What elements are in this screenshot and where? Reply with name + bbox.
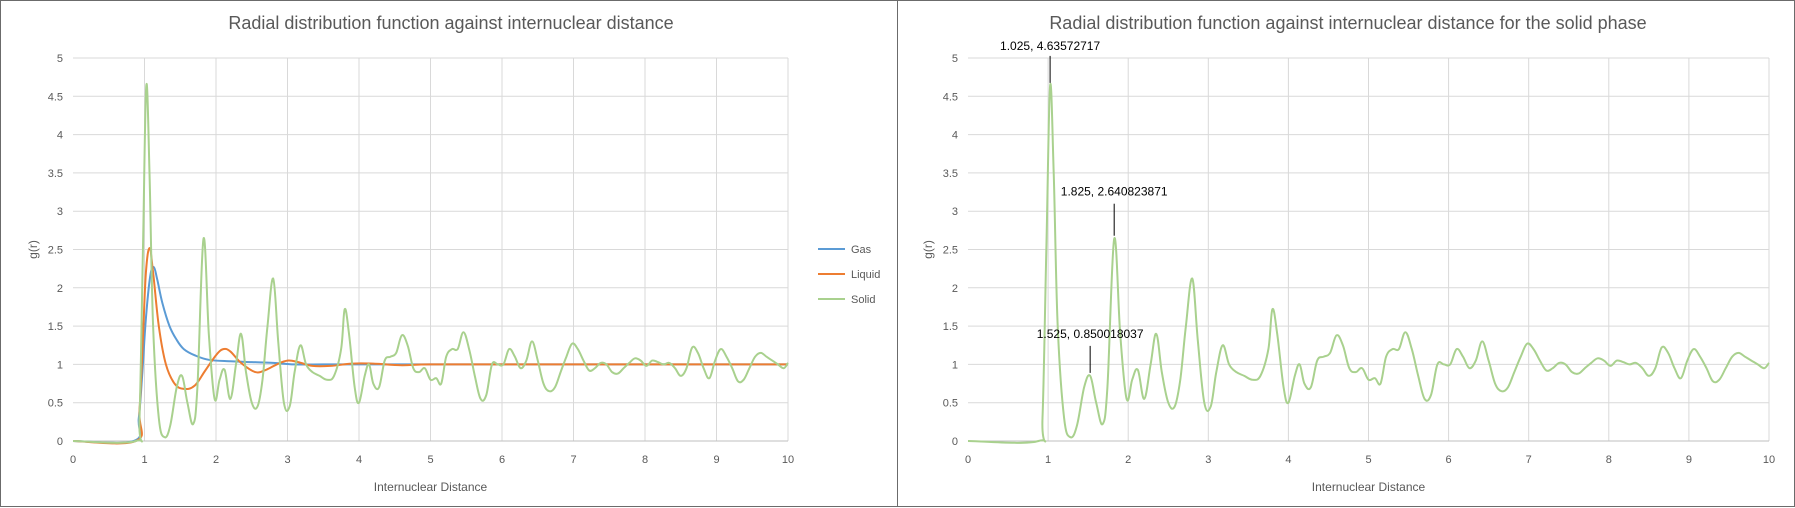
y-tick-label: 0 bbox=[952, 436, 958, 448]
y-tick-label: 5 bbox=[952, 53, 958, 65]
y-tick-label: 1 bbox=[952, 359, 958, 371]
chart-all-phases: Radial distribution function against int… bbox=[26, 13, 880, 494]
y-tick-label: 4 bbox=[952, 130, 958, 142]
y-tick-label: 0 bbox=[57, 436, 63, 448]
y-tick-label: 2.5 bbox=[48, 245, 63, 257]
x-tick-label: 4 bbox=[356, 454, 362, 466]
legend-label-liquid: Liquid bbox=[851, 269, 880, 281]
y-tick-label: 0.5 bbox=[943, 398, 958, 410]
y-tick-label: 2.5 bbox=[943, 245, 958, 257]
annotation-label: 1.525, 0.850018037 bbox=[1037, 327, 1144, 341]
legend-label-solid: Solid bbox=[851, 294, 875, 306]
y-tick-label: 4 bbox=[57, 130, 63, 142]
x-tick-label: 5 bbox=[427, 454, 433, 466]
x-tick-label: 7 bbox=[570, 454, 576, 466]
x-tick-label: 3 bbox=[1205, 454, 1211, 466]
y-axis-title: g(r) bbox=[26, 240, 40, 259]
x-tick-label: 4 bbox=[1285, 454, 1291, 466]
y-tick-label: 4.5 bbox=[48, 91, 63, 103]
y-tick-label: 5 bbox=[57, 53, 63, 65]
y-tick-label: 1 bbox=[57, 359, 63, 371]
x-tick-label: 10 bbox=[782, 454, 794, 466]
x-tick-label: 2 bbox=[213, 454, 219, 466]
y-tick-label: 4.5 bbox=[943, 91, 958, 103]
annotation-label: 1.025, 4.63572717 bbox=[1000, 39, 1100, 53]
y-axis-title: g(r) bbox=[921, 240, 935, 259]
chart-solid-phase: Radial distribution function against int… bbox=[921, 13, 1775, 494]
x-tick-label: 8 bbox=[642, 454, 648, 466]
series-line-solid bbox=[967, 82, 1770, 444]
legend-label-gas: Gas bbox=[851, 244, 872, 256]
y-tick-label: 3 bbox=[57, 206, 63, 218]
x-tick-label: 8 bbox=[1606, 454, 1612, 466]
y-tick-label: 0.5 bbox=[48, 398, 63, 410]
x-axis-title: Internuclear Distance bbox=[1312, 480, 1426, 494]
x-tick-label: 6 bbox=[499, 454, 505, 466]
chart-panel-all-phases: Radial distribution function against int… bbox=[0, 0, 898, 507]
series-line-solid bbox=[72, 82, 789, 444]
y-tick-label: 1.5 bbox=[48, 321, 63, 333]
x-tick-label: 3 bbox=[284, 454, 290, 466]
x-tick-label: 0 bbox=[965, 454, 971, 466]
x-tick-label: 7 bbox=[1526, 454, 1532, 466]
x-tick-label: 1 bbox=[141, 454, 147, 466]
chart-panel-solid-phase: Radial distribution function against int… bbox=[897, 0, 1795, 507]
y-tick-label: 2 bbox=[952, 283, 958, 295]
y-tick-label: 2 bbox=[57, 283, 63, 295]
x-axis-title: Internuclear Distance bbox=[374, 480, 488, 494]
y-tick-label: 1.5 bbox=[943, 321, 958, 333]
x-tick-label: 9 bbox=[713, 454, 719, 466]
annotation-label: 1.825, 2.640823871 bbox=[1061, 185, 1168, 199]
x-tick-label: 2 bbox=[1125, 454, 1131, 466]
y-tick-label: 3 bbox=[952, 206, 958, 218]
chart-title: Radial distribution function against int… bbox=[1049, 13, 1646, 33]
x-tick-label: 6 bbox=[1446, 454, 1452, 466]
x-tick-label: 5 bbox=[1365, 454, 1371, 466]
x-tick-label: 9 bbox=[1686, 454, 1692, 466]
x-tick-label: 10 bbox=[1763, 454, 1775, 466]
x-tick-label: 1 bbox=[1045, 454, 1051, 466]
y-tick-label: 3.5 bbox=[943, 168, 958, 180]
y-tick-label: 3.5 bbox=[48, 168, 63, 180]
x-tick-label: 0 bbox=[70, 454, 76, 466]
chart-title: Radial distribution function against int… bbox=[228, 13, 673, 33]
